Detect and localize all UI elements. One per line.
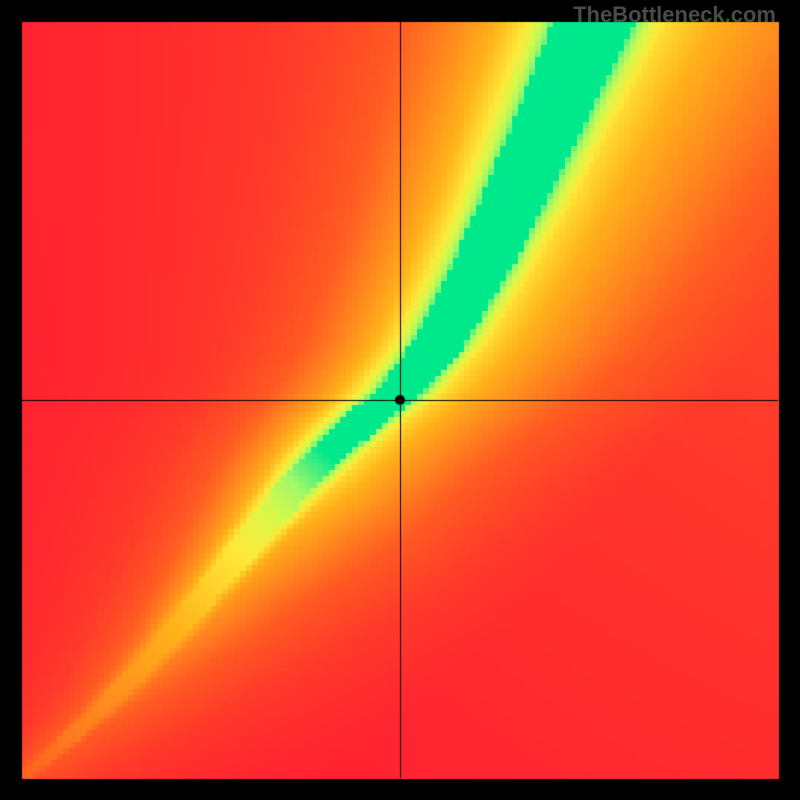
bottleneck-heatmap <box>0 0 800 800</box>
watermark-text: TheBottleneck.com <box>573 2 776 28</box>
chart-container: TheBottleneck.com <box>0 0 800 800</box>
